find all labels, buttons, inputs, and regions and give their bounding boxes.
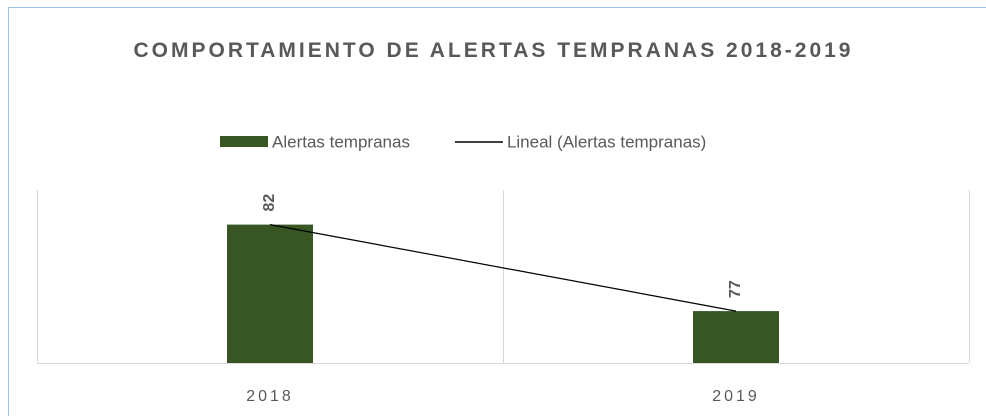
bar	[693, 311, 779, 363]
trend-line	[269, 224, 737, 312]
legend-label: Lineal (Alertas tempranas)	[507, 132, 706, 151]
data-label: 77	[727, 280, 744, 298]
legend-label: Alertas tempranas	[272, 132, 410, 151]
legend-swatch	[220, 136, 268, 147]
data-label: 82	[261, 194, 278, 212]
x-tick-label: 2019	[712, 388, 760, 405]
bar	[227, 224, 313, 363]
x-tick-label: 2018	[246, 388, 294, 405]
chart-title: COMPORTAMIENTO DE ALERTAS TEMPRANAS 2018…	[133, 39, 854, 62]
